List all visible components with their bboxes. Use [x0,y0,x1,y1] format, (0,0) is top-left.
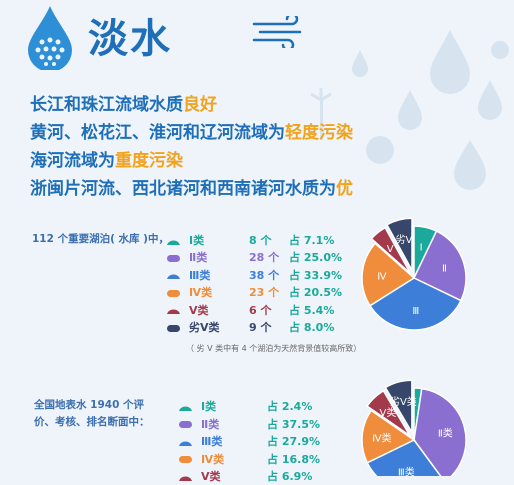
legend-swatch-icon [166,305,181,315]
headline-3: 海河流域为重度污染 [30,151,183,171]
legend-percent: 占 20.5% [289,286,342,300]
legend-name: Ⅴ类 [201,470,221,483]
lakes-legend-item: Ⅰ类 8 个 占 7.1% [166,232,334,248]
legend-percent: 占 16.8% [267,452,320,466]
legend-swatch-icon [166,236,181,245]
pie-slice [413,230,467,302]
surface-legend-item: Ⅱ类 占 37.5% [178,416,320,432]
pie-slice-label: Ⅴ [387,244,394,255]
legend-name: Ⅲ类 [189,268,211,282]
legend-name: Ⅴ类 [189,303,209,317]
legend-name: Ⅰ类 [189,234,205,247]
surface-legend-item: Ⅴ类 占 6.9% [178,468,312,484]
pie-slice [413,387,467,476]
legend-percent: 占 6.9% [267,470,313,483]
pie-slice-label: Ⅱ类 [438,426,453,439]
legend-name: Ⅰ类 [201,400,217,413]
surface-legend-item: Ⅳ类 占 16.8% [178,451,320,467]
lakes-legend-item: 劣Ⅴ类 9 个 占 8.0% [166,319,334,335]
legend-percent: 占 7.1% [289,234,335,247]
lakes-label: 112 个重要湖泊( 水库 )中， [32,233,169,245]
lakes-legend-item: Ⅱ类 28 个占 25.0% [166,249,342,265]
pie-slice [368,277,462,331]
pie-slice [366,439,442,476]
pie-slice-label: Ⅲ类 [398,465,415,476]
surface-legend-item: Ⅲ类 占 27.9% [178,433,320,449]
legend-percent: 占 37.5% [267,417,320,431]
pie-slice-label: Ⅰ [420,243,423,254]
headline-2: 黄河、松花江、淮河和辽河流域为轻度污染 [30,123,353,143]
legend-name: Ⅱ类 [189,251,208,265]
pie-slice [385,217,413,271]
legend-swatch-icon [166,270,181,280]
pie-slice-label: Ⅲ [412,306,419,317]
pie-slice-label: Ⅱ [442,263,447,274]
legend-swatch-icon [178,454,193,463]
legend-swatch-icon [166,323,181,332]
legend-count: 9 个 [249,321,272,334]
pie-slice-label: 劣Ⅴ类 [390,395,417,408]
pie-slice [361,409,416,464]
legend-percent: 占 27.9% [267,435,320,448]
pie-slice [384,379,413,436]
headline-4: 浙闽片河流、西北诸河和西南诸河水质为优 [30,179,353,199]
pie-slice [361,242,416,307]
legend-percent: 占 5.4% [289,303,335,317]
pie-slice-label: 劣Ⅴ [396,233,413,246]
wind-icon [252,16,302,48]
pie-slice-label: Ⅳ [377,271,387,282]
legend-count: 38 个 [249,268,280,282]
pie-slice [366,389,411,437]
pie-slice-label: Ⅴ类 [379,406,396,419]
legend-name: Ⅳ类 [189,286,213,300]
legend-count: 6 个 [249,303,272,317]
lakes-note: （ 劣 Ⅴ 类中有 4 个湖泊为天然背景值较高所致） [186,344,362,353]
legend-swatch-icon [166,253,181,262]
water-drop-icon [28,6,72,70]
pie-slice [370,226,411,274]
legend-swatch-icon [178,402,193,411]
legend-count: 23 个 [249,286,280,300]
lakes-pie-chart: Ⅰ Ⅱ Ⅲ Ⅳ Ⅴ劣Ⅴ [361,217,467,331]
droplets-decoration-icon [310,30,509,190]
lakes-legend-item: Ⅴ类 6 个 占 5.4% [166,302,334,318]
page-title: 淡水 [88,16,172,62]
legend-percent: 占 2.4% [267,400,313,413]
legend-swatch-icon [166,288,181,297]
lakes-legend-item: Ⅲ类 38 个占 33.9% [166,267,342,283]
legend-swatch-icon [178,419,193,428]
legend-swatch-icon [178,472,193,481]
surface-label: 全国地表水 1940 个评 价、考核、排名断面中： [34,399,150,428]
legend-percent: 占 8.0% [289,321,335,334]
legend-name: Ⅱ类 [201,417,220,431]
legend-percent: 占 25.0% [289,251,342,265]
legend-name: 劣Ⅴ类 [189,321,220,334]
pie-slice-label: Ⅳ类 [372,432,391,445]
legend-name: Ⅲ类 [201,435,223,448]
legend-swatch-icon [178,437,193,446]
legend-percent: 占 33.9% [289,268,342,282]
legend-name: Ⅳ类 [201,452,225,466]
headline-1: 长江和珠江流域水质良好 [30,95,217,115]
legend-count: 28 个 [249,251,280,265]
lakes-legend-item: Ⅳ类 23 个占 20.5% [166,284,342,300]
surface-legend-item: Ⅰ类 占 2.4% [178,398,312,414]
legend-count: 8 个 [249,234,272,247]
